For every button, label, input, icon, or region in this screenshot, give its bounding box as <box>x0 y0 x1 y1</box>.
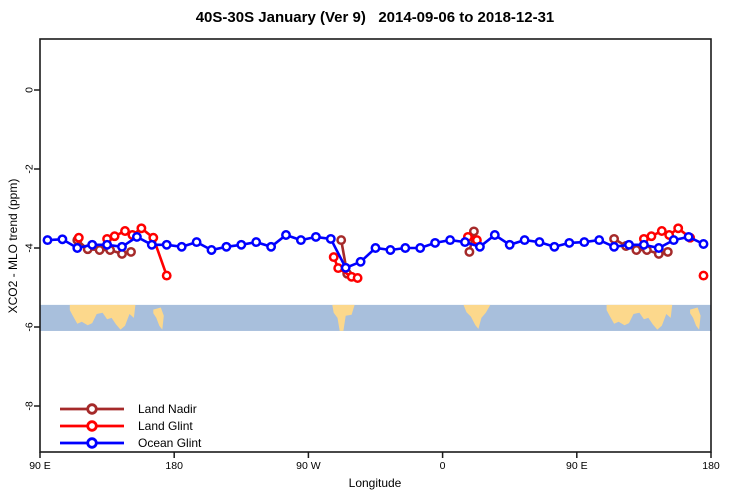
data-point-ocean-glint <box>191 237 202 248</box>
data-point-ocean-glint <box>430 237 441 248</box>
data-point-land-nadir <box>468 226 479 237</box>
map-band-land-new-zealand <box>153 307 164 330</box>
data-point-ocean-glint <box>400 243 411 253</box>
y-tick-label: -2 <box>24 164 36 173</box>
data-point-land-glint <box>673 223 684 234</box>
data-point-land-glint <box>136 223 147 234</box>
data-point-ocean-glint <box>281 230 291 240</box>
x-tick-label: 180 <box>702 460 720 472</box>
data-point-ocean-glint <box>340 262 351 273</box>
data-point-land-glint <box>73 232 84 243</box>
map-band-ocean <box>40 304 711 331</box>
x-tick-label: 0 <box>440 460 446 472</box>
data-point-ocean-glint <box>176 241 187 252</box>
data-point-land-glint <box>646 231 657 242</box>
data-point-land-nadir <box>464 246 475 257</box>
data-point-ocean-glint <box>489 230 500 240</box>
data-point-ocean-glint <box>355 256 366 267</box>
data-point-ocean-glint <box>519 235 530 246</box>
data-point-land-glint <box>656 226 667 236</box>
legend-item-land-glint: Land Glint <box>58 418 201 434</box>
map-band-land-australia <box>69 304 136 330</box>
data-point-land-glint <box>328 252 339 263</box>
data-point-land-nadir <box>631 245 642 255</box>
data-point-ocean-glint <box>146 239 157 250</box>
legend-item-land-nadir: Land Nadir <box>58 401 201 417</box>
data-point-ocean-glint <box>370 243 381 253</box>
data-point-ocean-glint <box>579 237 590 248</box>
data-point-ocean-glint <box>251 237 262 248</box>
data-point-ocean-glint <box>206 245 217 255</box>
chart-title: 40S-30S January (Ver 9) 2014-09-06 to 20… <box>195 9 555 26</box>
data-point-land-glint <box>698 270 709 281</box>
data-point-ocean-glint <box>221 241 232 252</box>
data-point-land-glint <box>161 270 172 281</box>
data-point-land-glint <box>120 226 130 236</box>
data-point-ocean-glint <box>102 239 113 250</box>
plot-border <box>39 38 712 453</box>
data-point-ocean-glint <box>161 239 172 250</box>
data-point-ocean-glint <box>564 237 575 248</box>
data-point-ocean-glint <box>310 231 321 242</box>
data-point-ocean-glint <box>668 235 679 246</box>
land-glint-marker-icon <box>60 420 124 432</box>
y-tick-label: -4 <box>24 243 36 252</box>
map-band-land-australia-repeat <box>606 304 673 330</box>
y-tick-label: 0 <box>24 87 36 93</box>
data-point-land-glint <box>352 273 363 283</box>
data-point-ocean-glint <box>609 241 620 252</box>
data-point-ocean-glint <box>57 234 68 245</box>
data-point-ocean-glint <box>131 231 142 242</box>
data-point-ocean-glint <box>549 241 560 252</box>
data-point-ocean-glint <box>460 237 470 248</box>
data-point-ocean-glint <box>42 235 53 246</box>
x-tick-label: 90 E <box>29 460 51 472</box>
map-band-land-new-zealand-repeat <box>690 307 701 330</box>
data-point-ocean-glint <box>72 243 83 253</box>
legend-label: Land Nadir <box>138 402 197 416</box>
data-point-ocean-glint <box>445 235 456 246</box>
data-point-ocean-glint <box>87 239 98 250</box>
data-point-ocean-glint <box>474 241 485 252</box>
data-point-land-nadir <box>126 246 136 257</box>
legend: Land Nadir Land Glint Ocean Glint <box>58 401 201 452</box>
data-point-ocean-glint <box>415 243 426 253</box>
data-point-ocean-glint <box>534 237 545 248</box>
map-band-land-south-america <box>332 304 355 331</box>
data-point-ocean-glint <box>266 241 277 252</box>
data-point-land-glint <box>109 231 120 242</box>
legend-item-ocean-glint: Ocean Glint <box>58 435 201 451</box>
data-point-ocean-glint <box>683 231 694 242</box>
x-axis-title: Longitude <box>348 476 402 490</box>
y-tick-label: -8 <box>24 401 36 410</box>
data-point-ocean-glint <box>295 235 306 246</box>
data-point-ocean-glint <box>594 235 605 246</box>
data-point-land-nadir <box>94 245 105 255</box>
data-point-land-nadir <box>662 246 673 257</box>
ocean-glint-marker-icon <box>60 437 124 449</box>
data-point-ocean-glint <box>624 239 634 250</box>
legend-label: Land Glint <box>138 419 193 433</box>
data-point-land-nadir <box>336 235 347 246</box>
data-point-ocean-glint <box>117 241 127 252</box>
land-nadir-marker-icon <box>60 403 124 415</box>
data-point-land-nadir <box>609 233 620 244</box>
y-tick-label: -6 <box>24 322 36 331</box>
x-tick-label: 90 E <box>566 460 588 472</box>
data-point-ocean-glint <box>385 245 396 255</box>
data-point-ocean-glint <box>698 239 709 249</box>
y-axis-title: XCO2 - MLO trend (ppm) <box>6 178 20 314</box>
x-tick-label: 90 W <box>296 460 321 472</box>
data-point-ocean-glint <box>325 233 336 244</box>
data-point-ocean-glint <box>653 243 664 253</box>
data-point-ocean-glint <box>504 239 515 250</box>
data-point-ocean-glint <box>638 239 649 250</box>
legend-label: Ocean Glint <box>138 436 202 450</box>
data-point-ocean-glint <box>236 239 247 250</box>
x-tick-label: 180 <box>165 460 183 472</box>
map-band-land-africa <box>463 304 491 329</box>
